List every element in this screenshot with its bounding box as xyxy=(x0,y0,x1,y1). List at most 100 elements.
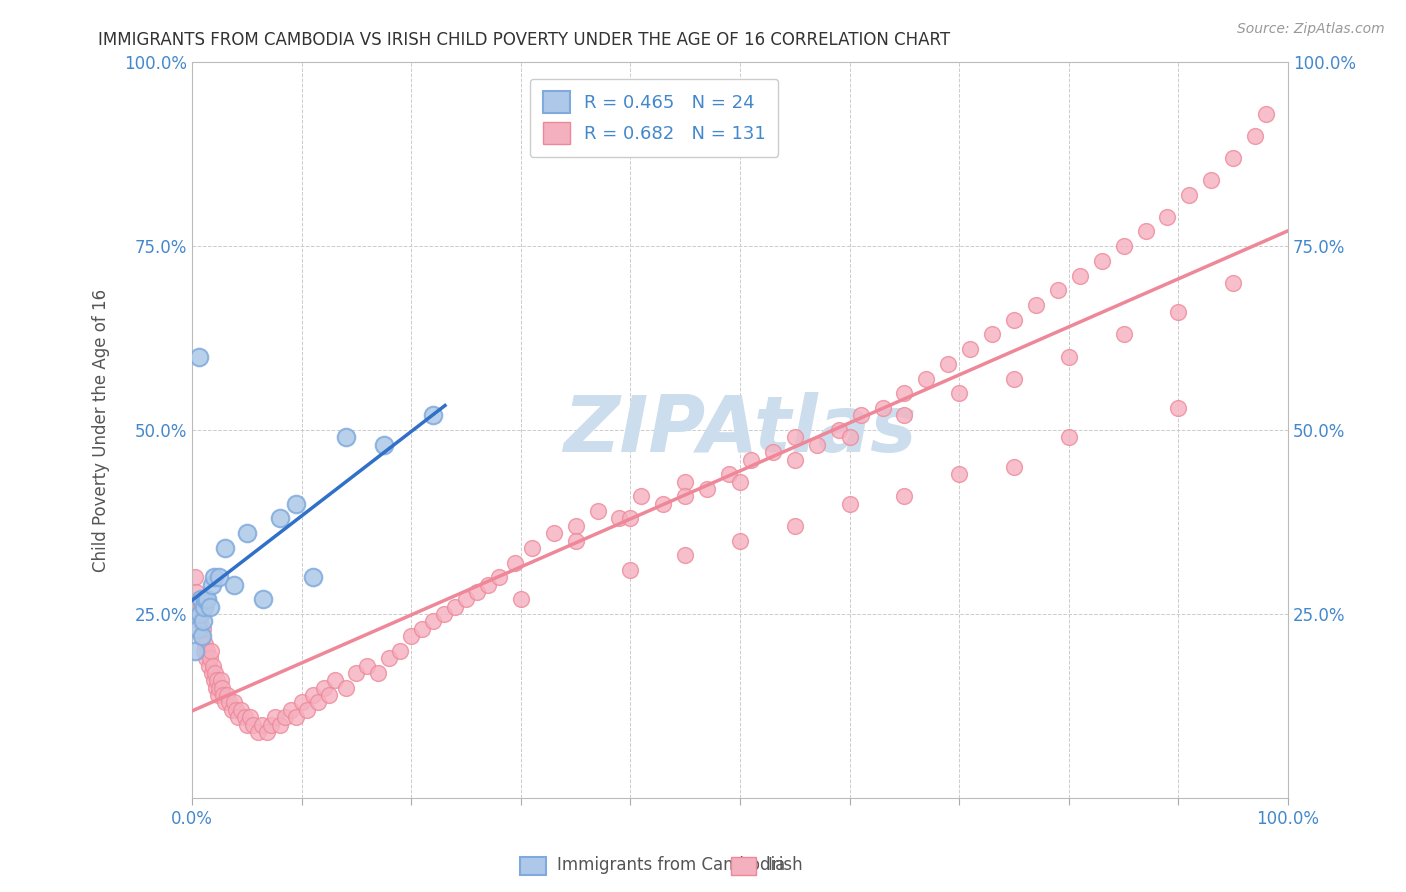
Point xyxy=(214,696,236,710)
Point xyxy=(252,592,274,607)
Point xyxy=(740,452,762,467)
Point xyxy=(202,673,225,688)
Point xyxy=(652,497,675,511)
Point xyxy=(1167,401,1189,415)
Point xyxy=(218,696,240,710)
Point xyxy=(191,629,214,643)
Point xyxy=(872,401,894,415)
Point xyxy=(260,717,283,731)
Point xyxy=(378,651,401,665)
Text: Source: ZipAtlas.com: Source: ZipAtlas.com xyxy=(1237,22,1385,37)
Point xyxy=(226,710,249,724)
Point xyxy=(422,615,444,629)
Point xyxy=(198,651,221,665)
Point xyxy=(1057,350,1080,364)
Point xyxy=(609,511,631,525)
Point xyxy=(373,438,395,452)
Point xyxy=(222,577,245,591)
Point xyxy=(250,717,273,731)
Point xyxy=(389,644,412,658)
Point xyxy=(981,327,1004,342)
Point xyxy=(221,703,243,717)
Point xyxy=(346,666,368,681)
Point xyxy=(1025,298,1047,312)
Point xyxy=(488,570,510,584)
Point xyxy=(198,599,221,614)
Point xyxy=(197,658,219,673)
Point xyxy=(214,541,236,555)
Point xyxy=(1002,459,1025,474)
Point xyxy=(1222,276,1244,290)
Point xyxy=(893,409,915,423)
Text: IMMIGRANTS FROM CAMBODIA VS IRISH CHILD POVERTY UNDER THE AGE OF 16 CORRELATION : IMMIGRANTS FROM CAMBODIA VS IRISH CHILD … xyxy=(98,31,950,49)
Point xyxy=(477,577,499,591)
Point xyxy=(718,467,741,482)
Point xyxy=(673,548,696,562)
Point xyxy=(505,556,527,570)
Point xyxy=(191,629,214,643)
Text: ZIPAtlas: ZIPAtlas xyxy=(564,392,917,468)
Point xyxy=(318,688,340,702)
Point xyxy=(312,681,335,695)
Point xyxy=(728,533,751,548)
Point xyxy=(193,644,215,658)
Point xyxy=(236,526,259,541)
Point xyxy=(187,622,209,636)
Point xyxy=(1091,253,1114,268)
Point xyxy=(783,430,806,444)
Point xyxy=(948,386,970,401)
Point xyxy=(401,629,423,643)
Point xyxy=(630,489,652,503)
Point xyxy=(184,644,207,658)
Point xyxy=(564,533,586,548)
Point xyxy=(269,717,291,731)
Point xyxy=(936,357,959,371)
Point xyxy=(225,703,247,717)
Point xyxy=(509,592,531,607)
Point xyxy=(1057,430,1080,444)
Point xyxy=(233,710,256,724)
Point xyxy=(1002,371,1025,385)
Point xyxy=(696,482,718,496)
Point xyxy=(1167,305,1189,319)
Point xyxy=(323,673,346,688)
Point xyxy=(1178,187,1201,202)
Point xyxy=(619,563,641,577)
Point xyxy=(433,607,456,621)
Point xyxy=(335,430,357,444)
Point xyxy=(783,518,806,533)
Point xyxy=(194,592,217,607)
Point xyxy=(619,511,641,525)
Point xyxy=(190,599,212,614)
Point xyxy=(191,622,214,636)
Point xyxy=(188,615,211,629)
Point xyxy=(211,688,233,702)
Point xyxy=(301,570,323,584)
Point xyxy=(1112,239,1135,253)
Point xyxy=(356,658,378,673)
Point xyxy=(301,688,323,702)
Point xyxy=(201,577,224,591)
Point xyxy=(184,570,207,584)
Point xyxy=(295,703,318,717)
Point xyxy=(1112,327,1135,342)
Point xyxy=(274,710,297,724)
Point xyxy=(208,681,231,695)
Point xyxy=(673,489,696,503)
Point xyxy=(285,497,308,511)
Point xyxy=(239,710,262,724)
Point xyxy=(204,666,226,681)
Point xyxy=(264,710,287,724)
Point xyxy=(893,386,915,401)
Point xyxy=(201,666,224,681)
Text: Irish: Irish xyxy=(768,856,803,874)
Point xyxy=(205,681,228,695)
Point xyxy=(231,703,253,717)
Point xyxy=(586,504,609,518)
Point xyxy=(520,541,543,555)
Point xyxy=(209,673,232,688)
Point xyxy=(367,666,389,681)
Point xyxy=(1254,106,1277,120)
Point xyxy=(236,717,259,731)
Point xyxy=(200,644,222,658)
